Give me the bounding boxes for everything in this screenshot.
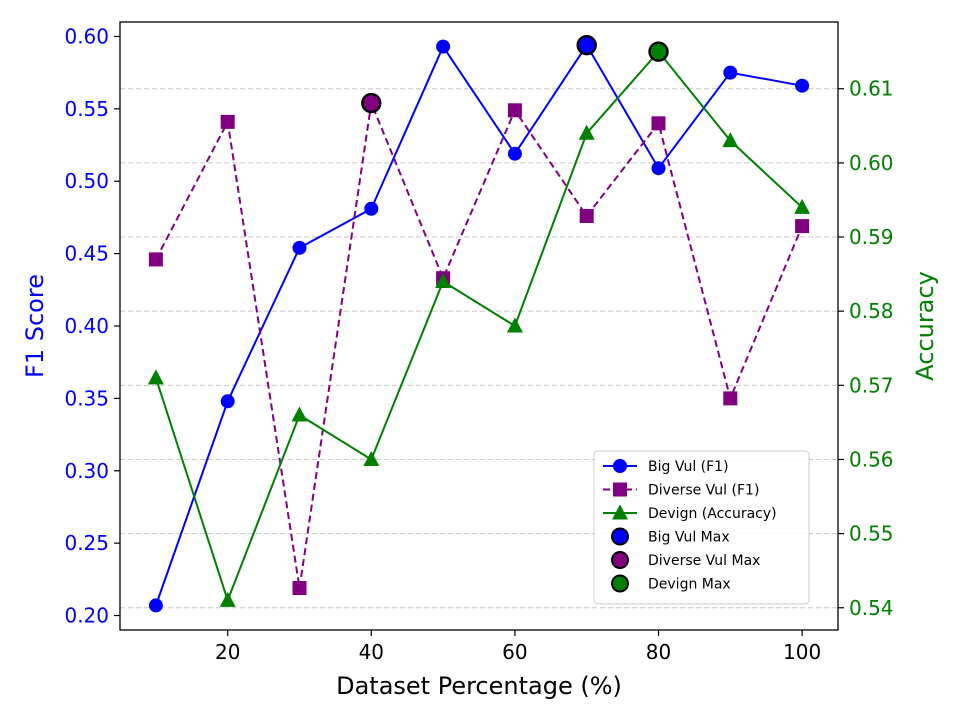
legend-big-vul-max-marker bbox=[611, 527, 629, 546]
big-vul-f1-point bbox=[148, 598, 163, 613]
big-vul-f1-line bbox=[154, 43, 803, 606]
diverse-vul-f1-point bbox=[507, 103, 522, 118]
big-vul-f1-point bbox=[220, 394, 235, 409]
legend-big-vul-f1-marker bbox=[613, 459, 627, 473]
x-tick-label: 80 bbox=[646, 640, 671, 664]
legend-diverse-vul-max-label: Diverse Vul Max bbox=[648, 553, 760, 569]
big-vul-f1-point bbox=[795, 78, 810, 93]
y-right-tick-label: 0.59 bbox=[849, 225, 894, 249]
y-axis-left-title: F1 Score bbox=[21, 274, 49, 378]
big-vul-f1-point bbox=[723, 65, 738, 80]
x-tick-label: 40 bbox=[359, 640, 384, 664]
y-left-tick-label: 0.20 bbox=[64, 604, 109, 628]
y-right-tick-label: 0.56 bbox=[849, 447, 894, 471]
big-vul-f1-point bbox=[436, 39, 451, 54]
devign-accuracy-point bbox=[219, 591, 236, 607]
y-left-tick-label: 0.45 bbox=[64, 242, 109, 266]
devign-accuracy-point bbox=[435, 273, 452, 289]
y-right-tick-label: 0.55 bbox=[849, 522, 894, 546]
big-vul-f1-point bbox=[292, 240, 307, 255]
legend-diverse-vul-f1-label: Diverse Vul (F1) bbox=[648, 483, 759, 499]
y-left-tick-label: 0.40 bbox=[64, 314, 109, 338]
y-right-tick-label: 0.57 bbox=[849, 373, 894, 397]
legend-box bbox=[593, 450, 810, 605]
y-left-tick-label: 0.25 bbox=[64, 531, 109, 555]
big-vul-f1-point bbox=[364, 201, 379, 216]
big-vul-f1-point bbox=[507, 146, 522, 161]
legend-diverse-vul-f1-marker bbox=[613, 482, 627, 497]
diverse-vul-f1-point bbox=[579, 208, 594, 223]
y-left-tick-label: 0.35 bbox=[64, 386, 109, 410]
diverse-vul-f1-point bbox=[220, 114, 235, 129]
legend-big-vul-f1-label: Big Vul (F1) bbox=[648, 459, 729, 475]
max-marker-layer bbox=[361, 34, 669, 114]
legend-devign-max-marker bbox=[611, 574, 629, 593]
y-axis-right-title: Accuracy bbox=[911, 271, 939, 381]
axis-layer: 20 40 60 80 100 0.20 0.25 0.30 0.35 0.40 0.45 0.50 0… bbox=[64, 24, 893, 664]
y-left-tick-label: 0.55 bbox=[64, 97, 109, 121]
y-left-tick-label: 0.50 bbox=[64, 169, 109, 193]
legend-devign-accuracy-label: Devign (Accuracy) bbox=[648, 506, 777, 522]
legend: Big Vul (F1) Diverse Vul (F1) Devign (Accu… bbox=[593, 450, 810, 605]
diverse-vul-f1-point bbox=[651, 116, 666, 131]
y-left-tick-label: 0.30 bbox=[64, 459, 109, 483]
y-right-tick-label: 0.54 bbox=[849, 596, 894, 620]
diverse-vul-f1-point bbox=[795, 219, 810, 234]
devign-accuracy-point bbox=[291, 406, 308, 422]
diverse-vul-f1-point bbox=[723, 391, 738, 406]
devign-accuracy-point bbox=[794, 198, 811, 214]
devign-accuracy-line bbox=[154, 50, 803, 604]
devign-accuracy-point bbox=[147, 369, 164, 385]
diverse-vul-max-marker bbox=[361, 92, 382, 114]
x-tick-label: 20 bbox=[215, 640, 240, 664]
big-vul-f1-point bbox=[651, 161, 666, 176]
y-left-tick-label: 0.60 bbox=[64, 24, 109, 48]
y-right-tick-label: 0.60 bbox=[849, 151, 894, 175]
devign-accuracy-point bbox=[722, 132, 739, 148]
x-tick-label: 100 bbox=[783, 640, 821, 664]
big-vul-max-marker bbox=[576, 34, 597, 56]
devign-accuracy-point bbox=[506, 317, 523, 333]
legend-devign-accuracy-marker bbox=[612, 504, 628, 520]
diverse-vul-f1-line bbox=[155, 99, 804, 589]
x-axis-title: Dataset Percentage (%) bbox=[336, 672, 622, 700]
diverse-vul-f1-point bbox=[292, 581, 307, 596]
legend-diverse-vul-max-marker bbox=[611, 551, 629, 569]
devign-accuracy-point bbox=[363, 450, 380, 466]
devign-max-marker bbox=[648, 41, 669, 62]
devign-accuracy-point bbox=[578, 124, 595, 140]
diverse-vul-f1-point bbox=[148, 252, 163, 267]
y-right-tick-label: 0.58 bbox=[849, 299, 894, 323]
legend-devign-max-label: Devign Max bbox=[648, 577, 731, 593]
legend-entries: Big Vul (F1) Diverse Vul (F1) Devign (Accu… bbox=[603, 459, 777, 593]
x-tick-label: 60 bbox=[502, 640, 527, 664]
y-right-tick-label: 0.61 bbox=[849, 77, 894, 101]
legend-big-vul-max-label: Big Vul Max bbox=[648, 530, 730, 546]
